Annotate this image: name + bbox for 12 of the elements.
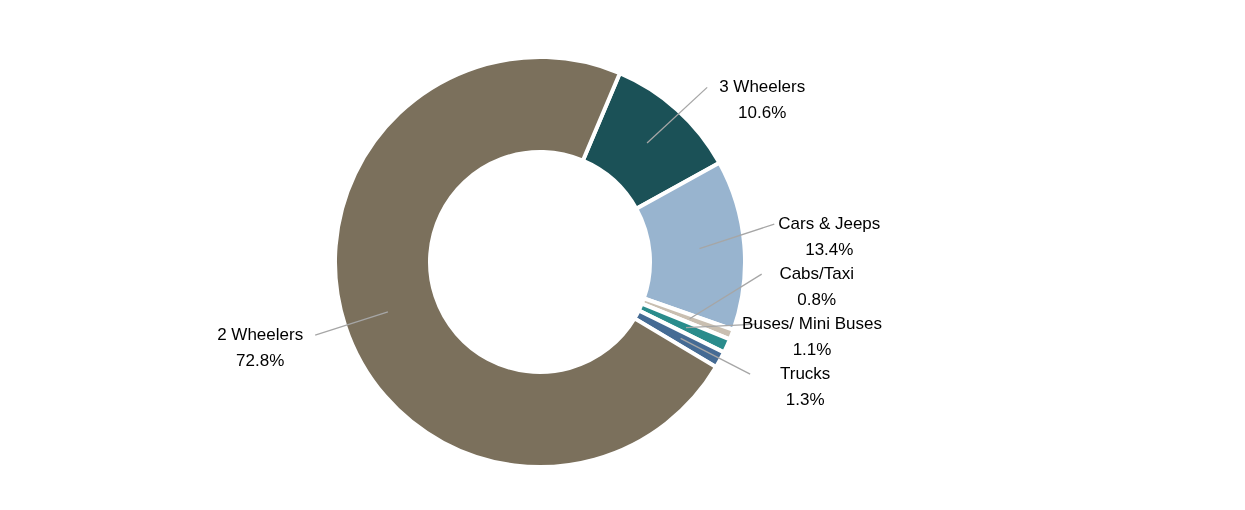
slice-label: Buses/ Mini Buses [742, 314, 882, 334]
data-label: 1.3% [785, 390, 825, 410]
slice-label: Trucks [779, 364, 831, 384]
data-label: 1.1% [792, 340, 832, 360]
slice-label: 3 Wheelers [719, 77, 806, 97]
slice-label: 2 Wheelers [217, 325, 304, 345]
data-label: 10.6% [738, 103, 787, 123]
data-label: 13.4% [805, 240, 854, 260]
slice-label: Cabs/Taxi [779, 264, 855, 284]
slice-label: Cars & Jeeps [778, 214, 881, 234]
data-label: 0.8% [797, 290, 837, 310]
data-label: 72.8% [236, 351, 285, 371]
